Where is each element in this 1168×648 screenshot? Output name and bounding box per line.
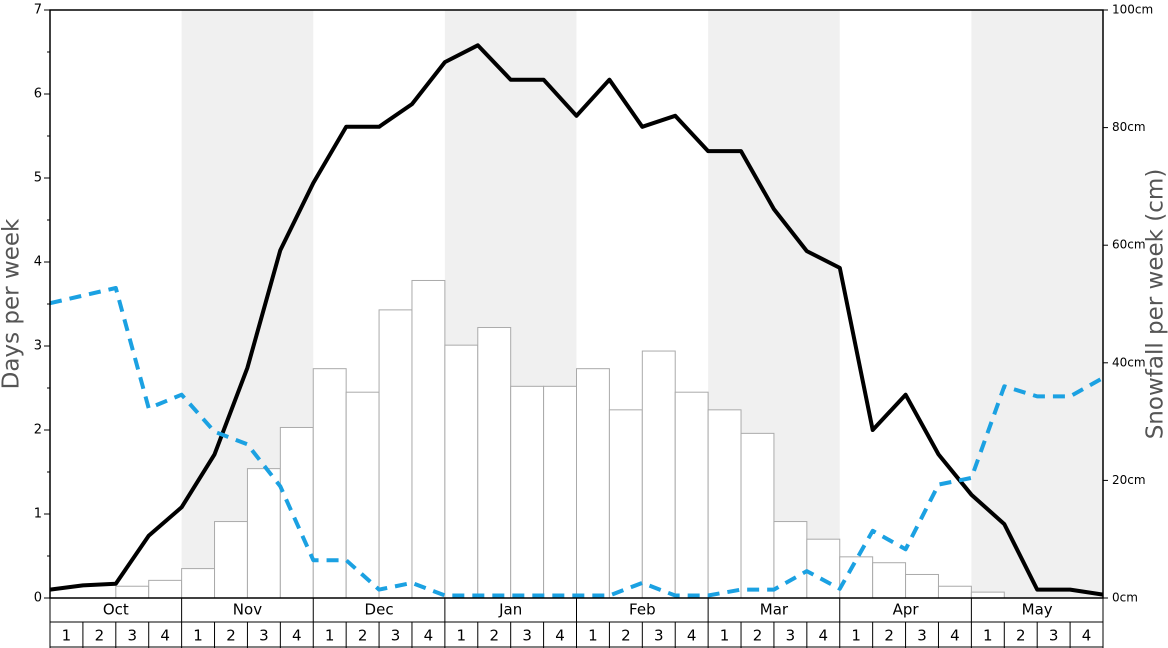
week-label: 2 [226, 627, 236, 645]
bar [576, 368, 610, 599]
week-label: 3 [654, 627, 664, 645]
y-tick-label: 5 [34, 171, 42, 186]
week-label: 1 [325, 627, 335, 645]
week-label: 4 [819, 627, 829, 645]
week-label: 2 [753, 627, 763, 645]
week-label: 2 [1016, 627, 1026, 645]
week-label: 2 [358, 627, 368, 645]
bar [970, 591, 1005, 599]
week-label: 4 [1082, 627, 1092, 645]
week-label: 3 [391, 627, 401, 645]
week-label: 1 [588, 627, 598, 645]
week-label: 3 [522, 627, 532, 645]
week-label: 3 [917, 627, 927, 645]
bar [773, 521, 808, 599]
week-label: 1 [720, 627, 730, 645]
bar [641, 350, 676, 599]
bar [246, 468, 281, 599]
y-tick-label: 0 [34, 591, 42, 606]
week-label: 3 [1049, 627, 1059, 645]
y-tick-label: 3 [34, 339, 42, 354]
bar [674, 391, 709, 599]
bar [608, 409, 643, 599]
bar [839, 556, 874, 599]
bar [872, 562, 907, 599]
y-tick-label: 2 [34, 423, 42, 438]
week-label: 1 [983, 627, 993, 645]
dashed-line [49, 286, 1104, 598]
week-label: 3 [259, 627, 269, 645]
bar [937, 585, 972, 599]
bar [477, 327, 512, 599]
week-label: 1 [193, 627, 203, 645]
y-axis-title: Days per week [0, 218, 25, 389]
bar [905, 573, 939, 599]
week-label: 4 [687, 627, 697, 645]
bar [444, 344, 479, 599]
bar [411, 279, 446, 599]
week-label: 3 [127, 627, 137, 645]
solid-line [49, 43, 1104, 597]
bar [740, 432, 775, 599]
month-label: Dec [365, 601, 394, 619]
month-label: Nov [233, 601, 262, 619]
bar [115, 585, 150, 599]
month-label: Oct [103, 601, 129, 619]
bar [806, 538, 841, 599]
month-label: Apr [893, 601, 920, 619]
week-label: 4 [555, 627, 565, 645]
week-label: 2 [621, 627, 631, 645]
bar [312, 368, 347, 599]
month-label: Feb [629, 601, 656, 619]
y2-tick-label: 20cm [1112, 473, 1146, 487]
y2-tick-label: 100cm [1112, 3, 1153, 17]
week-label: 2 [884, 627, 894, 645]
week-label: 3 [786, 627, 796, 645]
week-label: 4 [160, 627, 170, 645]
bar [707, 409, 742, 599]
week-label: 4 [950, 627, 960, 645]
bar [181, 568, 216, 599]
week-label: 1 [62, 627, 72, 645]
month-label: May [1022, 601, 1053, 619]
week-label: 2 [95, 627, 105, 645]
week-label: 2 [489, 627, 499, 645]
y2-tick-label: 0cm [1112, 591, 1138, 605]
bar [214, 521, 248, 599]
week-label: 1 [457, 627, 467, 645]
y2-tick-label: 60cm [1112, 238, 1146, 252]
bar [378, 309, 413, 599]
month-band [971, 10, 1103, 598]
y-tick-label: 7 [34, 3, 42, 18]
month-label: Mar [760, 601, 789, 619]
bar [279, 426, 314, 599]
bar [510, 385, 545, 599]
y-tick-label: 6 [34, 87, 42, 102]
y2-tick-label: 80cm [1112, 120, 1146, 134]
bar [543, 385, 577, 599]
y2-axis-title: Snowfall per week (cm) [1143, 169, 1168, 440]
month-label: Jan [498, 601, 522, 619]
y2-tick-label: 40cm [1112, 355, 1146, 369]
week-label: 4 [292, 627, 302, 645]
y-tick-label: 1 [34, 507, 42, 522]
week-label: 1 [851, 627, 861, 645]
bar [148, 579, 183, 599]
week-label: 4 [424, 627, 434, 645]
y-tick-label: 4 [34, 255, 42, 270]
